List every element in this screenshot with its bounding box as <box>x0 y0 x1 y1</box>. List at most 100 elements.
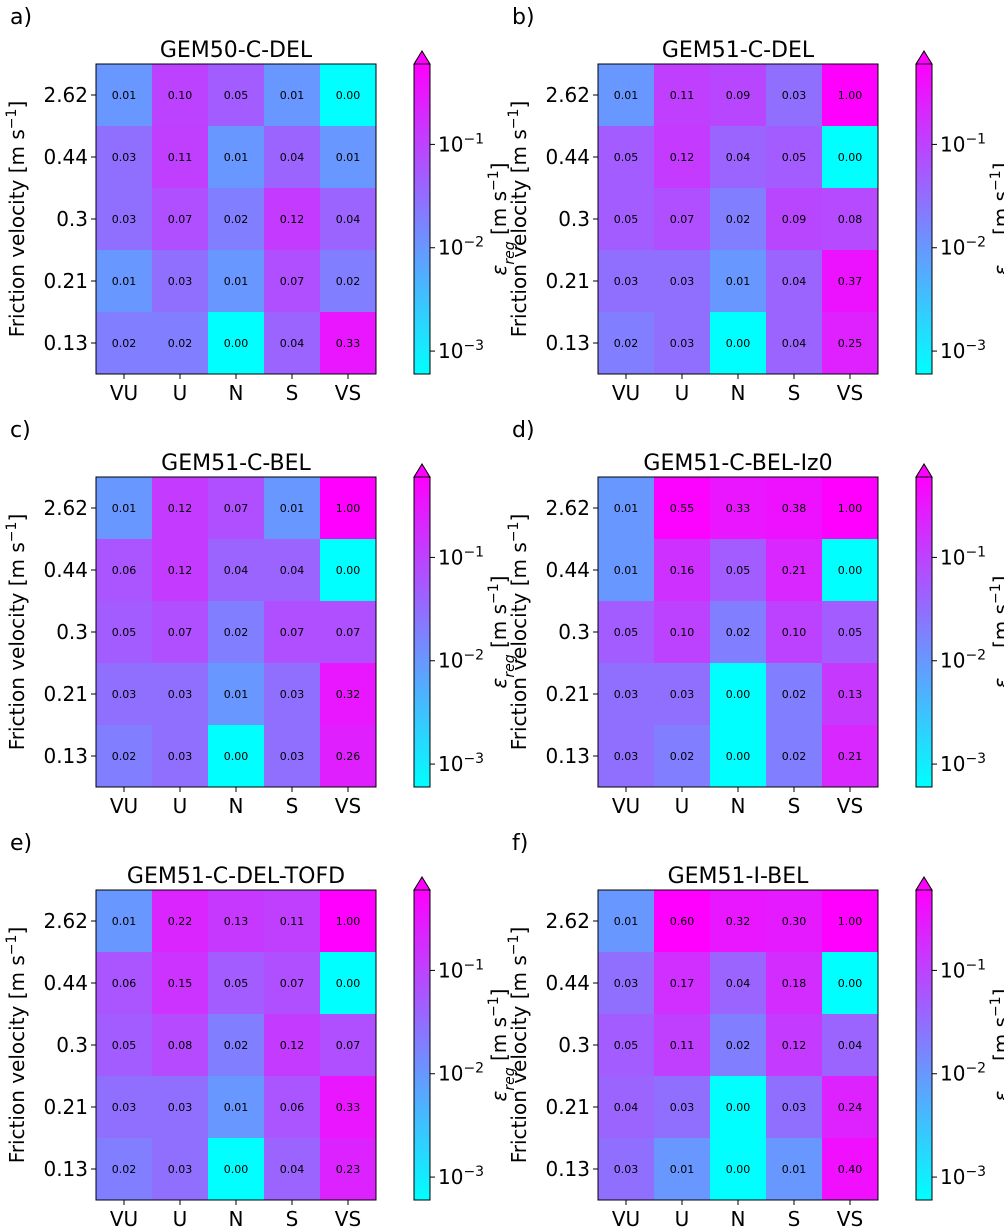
heatmap-cell <box>96 477 153 540</box>
colorbar-extend-arrow <box>413 463 431 478</box>
heatmap-cell <box>710 539 767 602</box>
cell-value-label: 0.11 <box>280 915 305 928</box>
colorbar-label-unit: [m s <box>989 604 1004 654</box>
cell-value-label: 0.10 <box>782 626 807 639</box>
cell-value-label: 0.04 <box>280 1163 305 1176</box>
cell-value-label: 0.05 <box>224 89 249 102</box>
colorbar-label-sup: −1 <box>486 996 502 1017</box>
x-tick-label: VS <box>837 1207 863 1230</box>
heatmap-cell <box>208 601 265 664</box>
heatmap-cell <box>822 250 879 313</box>
cell-value-label: 0.03 <box>670 688 695 701</box>
heatmap-cell <box>320 250 377 313</box>
cell-value-label: 0.18 <box>782 977 807 990</box>
heatmap-cell <box>710 890 767 953</box>
heatmap-cell <box>710 64 767 127</box>
colorbar-tick-label: 10−1 <box>940 544 986 569</box>
heatmap-cell <box>766 477 823 540</box>
cell-value-label: 0.01 <box>280 502 305 515</box>
x-tick-label: VU <box>612 794 640 818</box>
cell-value-label: 0.07 <box>670 213 695 226</box>
heatmap-cell <box>822 1138 879 1201</box>
x-tick-label: VS <box>335 794 361 818</box>
colorbar-tick-exp: −2 <box>965 235 986 251</box>
cell-value-label: 0.15 <box>168 977 193 990</box>
cell-value-label: 1.00 <box>336 502 361 515</box>
cell-value-label: 0.37 <box>838 275 863 288</box>
cell-value-label: 0.07 <box>168 626 193 639</box>
heatmap-cell <box>766 663 823 726</box>
cell-value-label: 0.04 <box>224 564 249 577</box>
colorbar-tick-base: 10 <box>438 339 463 363</box>
cell-value-label: 0.01 <box>670 1163 695 1176</box>
heatmap-cell <box>766 1138 823 1201</box>
heatmap-cell <box>320 1138 377 1201</box>
cell-value-label: 0.04 <box>782 275 807 288</box>
heatmap-cell <box>654 312 711 375</box>
heatmap-cell <box>654 663 711 726</box>
heatmap-cell <box>766 312 823 375</box>
x-tick-label: VS <box>335 1207 361 1230</box>
panel-letter: d) <box>512 418 535 443</box>
cell-value-label: 0.04 <box>280 564 305 577</box>
colorbar-tick-exp: −1 <box>463 131 484 147</box>
colorbar-tick-label: 10−1 <box>438 957 484 982</box>
heatmap-cell <box>320 725 377 788</box>
colorbar-label-symbol: ε <box>989 1090 1004 1101</box>
heatmap-cell <box>320 890 377 953</box>
cell-value-label: 0.03 <box>670 1101 695 1114</box>
heatmap-cell <box>96 952 153 1015</box>
heatmap-cell <box>208 188 265 251</box>
heatmap-cell <box>152 477 209 540</box>
x-tick-label: U <box>173 1207 188 1230</box>
cell-value-label: 0.17 <box>670 977 695 990</box>
colorbar-tick-label: 10−3 <box>438 338 484 363</box>
x-tick-label: U <box>675 381 690 405</box>
y-tick-label: 0.3 <box>56 620 88 644</box>
colorbar-tick-label: 10−3 <box>940 751 986 776</box>
cell-value-label: 0.60 <box>670 915 695 928</box>
cell-value-label: 0.06 <box>280 1101 305 1114</box>
heatmap-cell <box>96 126 153 189</box>
y-axis-label-text: Friction velocity [m s <box>507 955 531 1163</box>
heatmap-cell <box>264 64 321 127</box>
panel-letter: c) <box>10 418 31 443</box>
heatmap-cell <box>208 477 265 540</box>
cell-value-label: 0.02 <box>726 1039 751 1052</box>
heatmap-cell <box>822 1014 879 1077</box>
colorbar-gradient <box>413 476 431 788</box>
heatmap-cell <box>598 188 655 251</box>
heatmap-cell <box>96 188 153 251</box>
heatmap-cell <box>320 952 377 1015</box>
y-tick-label: 0.13 <box>43 744 88 768</box>
heatmap-cell <box>766 188 823 251</box>
colorbar-label-close: ] <box>989 163 1004 171</box>
cell-value-label: 0.01 <box>280 89 305 102</box>
colorbar-tick-label: 10−2 <box>438 648 484 673</box>
x-tick-label: N <box>731 381 746 405</box>
colorbar-tick-base: 10 <box>438 649 463 673</box>
heatmap-cell <box>152 250 209 313</box>
x-tick-label: U <box>173 381 188 405</box>
heatmap-cell <box>96 64 153 127</box>
cell-value-label: 0.01 <box>614 89 639 102</box>
x-tick-label: S <box>286 381 299 405</box>
cell-value-label: 0.16 <box>670 564 695 577</box>
colorbar-tick-exp: −3 <box>463 751 484 767</box>
cell-value-label: 0.04 <box>838 1039 863 1052</box>
cell-value-label: 0.10 <box>670 626 695 639</box>
cell-value-label: 0.02 <box>224 626 249 639</box>
heatmap-cell <box>710 1138 767 1201</box>
cell-value-label: 0.03 <box>614 1163 639 1176</box>
heatmap-cell <box>654 477 711 540</box>
heatmap-cell <box>320 1014 377 1077</box>
colorbar-tick-base: 10 <box>940 1165 965 1189</box>
panel-a: a) GEM50-C-DEL 0.01 0.10 0.05 0.01 0.00 0.03 0.1… <box>4 5 518 405</box>
colorbar-tick-label: 10−3 <box>438 751 484 776</box>
heatmap-cell <box>766 952 823 1015</box>
cell-value-label: 0.03 <box>112 213 137 226</box>
cell-value-label: 0.12 <box>280 1039 305 1052</box>
heatmap-cell <box>822 477 879 540</box>
colorbar-tick-label: 10−1 <box>940 957 986 982</box>
cell-value-label: 0.12 <box>782 1039 807 1052</box>
